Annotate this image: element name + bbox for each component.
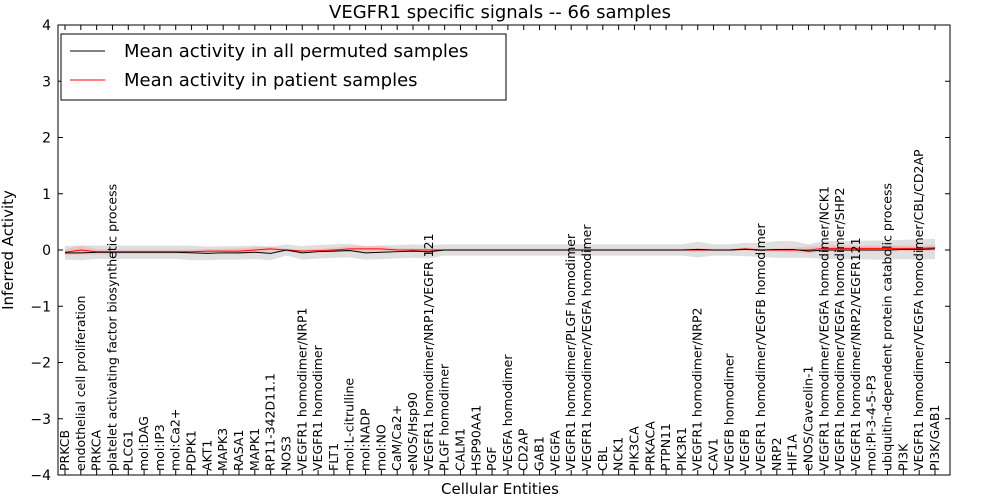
x-category-label: VEGFR1 homodimer/VEGFA homodimer bbox=[579, 224, 594, 471]
x-category-label: VEGFR1 homodimer/VEGFA homodimer/NCK1 bbox=[816, 186, 831, 471]
x-category-label: PI3K/GAB1 bbox=[927, 405, 942, 471]
chart-title: VEGFR1 specific signals -- 66 samples bbox=[329, 2, 671, 23]
x-category-label: PIK3R1 bbox=[674, 427, 689, 471]
x-category-label: RASA1 bbox=[231, 430, 246, 471]
y-tick-label: 3 bbox=[42, 74, 51, 90]
x-category-label: PIK3CA bbox=[626, 426, 641, 471]
x-category-label: PRKCA bbox=[89, 430, 104, 471]
legend-box bbox=[60, 33, 507, 101]
x-category-label: RP11-342D11.1 bbox=[263, 373, 278, 471]
x-category-label: NRP2 bbox=[769, 437, 784, 471]
x-category-label: endothelial cell proliferation bbox=[73, 296, 88, 471]
x-category-label: platelet activating factor biosynthetic … bbox=[104, 184, 119, 471]
x-category-label: PTPN11 bbox=[658, 423, 673, 471]
x-category-label: mol:NO bbox=[373, 424, 388, 471]
x-category-label: VEGFA bbox=[547, 430, 562, 471]
x-category-label: VEGFR1 homodimer bbox=[310, 344, 325, 471]
x-category-label: eNOS/Caveolin-1 bbox=[800, 366, 815, 471]
x-category-label: ubiquitin-dependent protein catabolic pr… bbox=[880, 183, 895, 471]
x-category-label: PLCG1 bbox=[120, 430, 135, 471]
x-category-label: VEGFR1 homodimer/VEGFB homodimer bbox=[753, 223, 768, 471]
x-category-label: HSP90AA1 bbox=[468, 405, 483, 471]
x-category-label: CAV1 bbox=[706, 438, 721, 471]
x-category-label: CaM/Ca2+ bbox=[389, 405, 404, 471]
legend: Mean activity in all permuted samples Me… bbox=[60, 33, 507, 101]
permuted-mean-line bbox=[65, 248, 936, 254]
x-category-label: PDPK1 bbox=[184, 430, 199, 471]
y-tick-label: 4 bbox=[42, 18, 51, 34]
x-category-label: VEGFR1 homodimer/VEGFA homodimer/SHP2 bbox=[832, 187, 847, 471]
x-category-label: VEGFR1 homodimer/VEGFA homodimer/CBL/CD2… bbox=[911, 149, 926, 471]
x-category-label: VEGFR1 homodimer/NRP2/VEGFR121 bbox=[848, 237, 863, 471]
x-axis-label: Cellular Entities bbox=[441, 480, 559, 498]
x-category-label: mol:NADP bbox=[358, 408, 373, 471]
x-category-label: GAB1 bbox=[532, 436, 547, 471]
plot-area bbox=[64, 238, 936, 261]
y-tick-label: −2 bbox=[30, 356, 51, 372]
x-category-label: NOS3 bbox=[278, 436, 293, 471]
y-tick-label: −4 bbox=[30, 468, 51, 484]
x-category-label: PRKACA bbox=[642, 421, 657, 471]
x-category-label: VEGFA homodimer bbox=[500, 354, 515, 471]
y-tick-label: −3 bbox=[30, 412, 51, 428]
y-tick-label: 1 bbox=[42, 187, 51, 203]
y-tick-label: 0 bbox=[42, 243, 51, 259]
x-category-label: CBL bbox=[595, 447, 610, 471]
x-category-label: PLGF homodimer bbox=[437, 363, 452, 471]
x-category-label: mol:Ca2+ bbox=[168, 409, 183, 471]
y-axis: −4 −3 −2 −1 0 1 2 3 4 bbox=[30, 18, 950, 484]
x-category-label: VEGFB bbox=[737, 429, 752, 471]
x-category-label: AKT1 bbox=[199, 440, 214, 471]
x-category-label: CD2AP bbox=[516, 428, 531, 471]
x-category-label: VEGFB homodimer bbox=[721, 352, 736, 471]
x-category-label: mol:L-citrulline bbox=[342, 378, 357, 471]
x-category-label: VEGFR1 homodimer/NRP2 bbox=[690, 308, 705, 471]
x-category-label: mol:DAG bbox=[136, 416, 151, 471]
y-axis-label: Inferred Activity bbox=[0, 190, 17, 310]
x-category-label: PRKCB bbox=[57, 430, 72, 471]
x-category-label: VEGFR1 homodimer/NRP1 bbox=[294, 308, 309, 471]
x-category-label: mol:PI-3-4-5-P3 bbox=[864, 375, 879, 471]
x-category-label: HIF1A bbox=[785, 434, 800, 471]
legend-label-patient: Mean activity in patient samples bbox=[124, 70, 418, 91]
x-category-label: FLT1 bbox=[326, 443, 341, 471]
y-tick-label: 2 bbox=[42, 131, 51, 147]
x-axis: PRKCB endothelial cell proliferation PRKCA… bbox=[57, 25, 942, 475]
x-category-label: PI3K bbox=[895, 443, 910, 471]
x-category-label: CALM1 bbox=[452, 428, 467, 471]
x-category-label: MAPK1 bbox=[247, 428, 262, 471]
x-category-label: PGF bbox=[484, 447, 499, 471]
x-category-label: eNOS/Hsp90 bbox=[405, 392, 420, 471]
x-category-label: MAPK3 bbox=[215, 428, 230, 471]
x-category-label: VEGFR1 homodimer/NRP1/VEGFR 121 bbox=[421, 233, 436, 471]
y-tick-label: −1 bbox=[30, 299, 51, 315]
x-category-label: VEGFR1 homodimer/PLGF homodimer bbox=[563, 233, 578, 471]
x-category-label: NCK1 bbox=[611, 437, 626, 471]
x-category-label: mol:IP3 bbox=[152, 424, 167, 471]
legend-label-permuted: Mean activity in all permuted samples bbox=[124, 41, 468, 62]
